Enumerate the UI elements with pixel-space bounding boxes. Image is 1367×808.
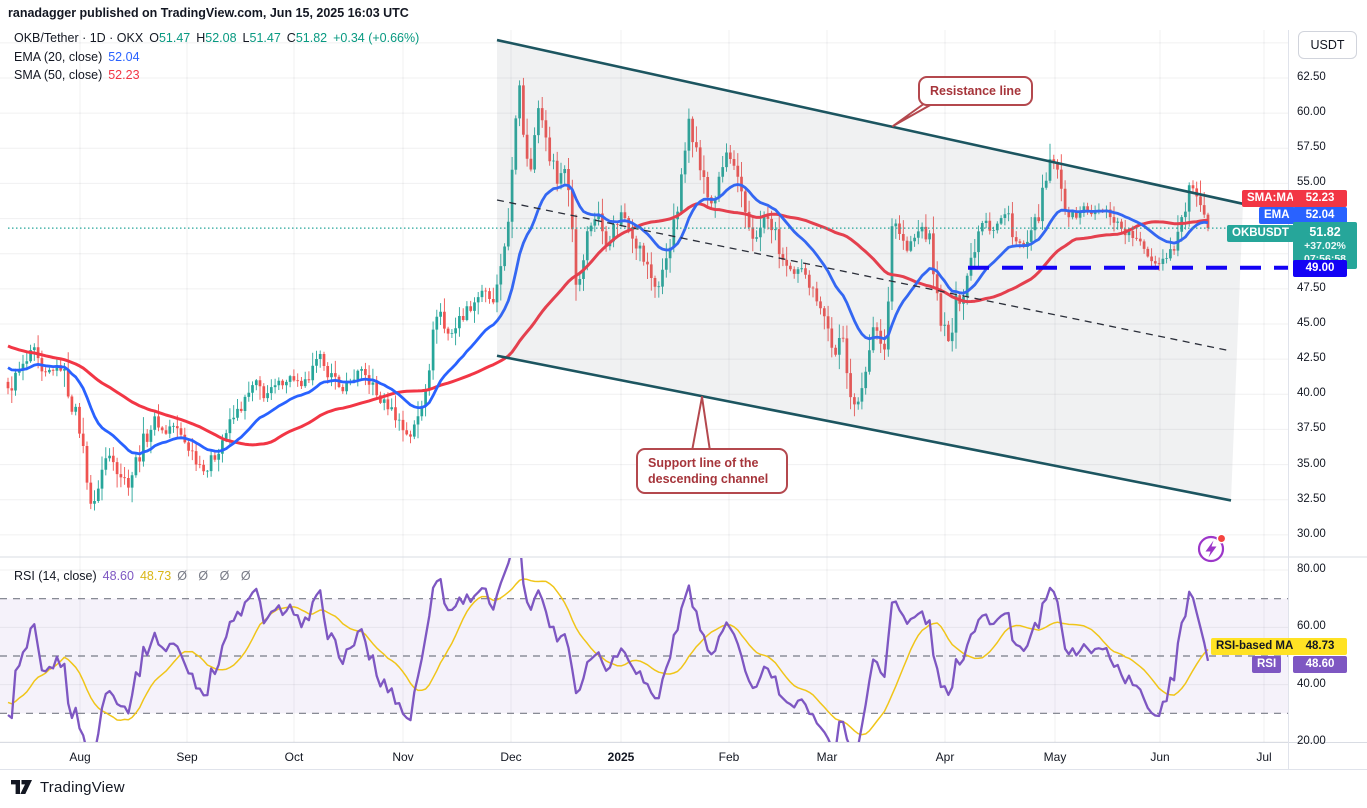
- time-tick-label: 2025: [607, 750, 635, 764]
- price-tick-label: 30.00: [1297, 527, 1326, 540]
- footer: TradingView: [10, 777, 125, 797]
- resistance-annotation-text: Resistance line: [930, 84, 1022, 98]
- symbol-title[interactable]: OKB/Tether · 1D · OKX: [14, 31, 144, 45]
- rsi-ma-series-tag: RSI-based MA: [1211, 638, 1299, 655]
- price-tick-label: 35.00: [1297, 457, 1326, 470]
- price-tick-label: 57.50: [1297, 141, 1326, 154]
- support-annotation[interactable]: Support line of the descending channel: [636, 448, 788, 494]
- last-price: 51.82: [1309, 225, 1341, 239]
- close-label: C: [286, 31, 296, 45]
- rsi-tick-label: 20.00: [1297, 735, 1326, 747]
- ema-label[interactable]: EMA (20, close): [14, 50, 103, 64]
- ema-price-tag: 52.04: [1293, 207, 1347, 224]
- time-tick-label: May: [1043, 750, 1067, 764]
- price-tick-label: 42.50: [1297, 352, 1326, 365]
- rsi-tick-label: 60.00: [1297, 620, 1326, 633]
- channel-fill: [497, 40, 1243, 501]
- publish-header: ranadagger published on TradingView.com,…: [8, 6, 409, 20]
- close-value: 51.82: [295, 31, 328, 45]
- rsi-value-tag: 48.60: [1293, 656, 1347, 673]
- ema-legend-row[interactable]: EMA (20, close) 52.04: [14, 50, 140, 64]
- support-line[interactable]: [496, 354, 1232, 502]
- channel-drawing[interactable]: [496, 38, 1244, 502]
- time-tick-label: Apr: [935, 750, 955, 764]
- sma-line: [7, 202, 1209, 447]
- pane-separators: [0, 30, 1367, 770]
- high-value: 52.08: [205, 31, 237, 45]
- sma-price-tag: 52.23: [1293, 190, 1347, 207]
- change-value: +0.34 (+0.66%): [333, 31, 420, 45]
- sma-legend-row[interactable]: SMA (50, close) 52.23: [14, 68, 140, 82]
- low-value: 51.47: [249, 31, 281, 45]
- time-tick-label: Feb: [718, 750, 740, 764]
- sma-series-tag: SMA:MA: [1242, 190, 1300, 207]
- grid-layer: [0, 30, 1288, 743]
- symbol-legend-row[interactable]: OKB/Tether · 1D · OKX O51.47 H52.08 L51.…: [14, 31, 419, 45]
- candles: [6, 77, 1210, 511]
- rsi-series-tag: RSI: [1252, 656, 1282, 673]
- time-tick-label: Dec: [500, 750, 522, 764]
- price-tick-label: 62.50: [1297, 71, 1326, 83]
- time-tick-label: Oct: [284, 750, 304, 764]
- price-tick-label: 60.00: [1297, 106, 1326, 119]
- rsi-value: 48.60: [102, 569, 134, 583]
- sma-label[interactable]: SMA (50, close): [14, 68, 103, 82]
- price-tick-label: 37.50: [1297, 422, 1326, 435]
- resistance-line[interactable]: [496, 38, 1244, 206]
- low-label: L: [242, 31, 250, 45]
- price-tick-label: 47.50: [1297, 281, 1326, 294]
- change-percent: +37.02%: [1304, 240, 1346, 252]
- ema-value: 52.04: [108, 50, 140, 64]
- rsi-label[interactable]: RSI (14, close): [14, 569, 97, 583]
- rsi-legend-row[interactable]: RSI (14, close) 48.60 48.73 Ø Ø Ø Ø: [14, 569, 255, 583]
- price-tick-label: 32.50: [1297, 492, 1326, 505]
- high-label: H: [196, 31, 206, 45]
- rsi-ma-value: 48.73: [139, 569, 172, 583]
- open-value: 51.47: [158, 31, 191, 45]
- rsi-tick-label: 80.00: [1297, 563, 1326, 575]
- rsi-tick-label: 40.00: [1297, 677, 1326, 690]
- rsi-hidden-values: Ø Ø Ø Ø: [177, 569, 255, 583]
- price-tick-label: 45.00: [1297, 316, 1326, 329]
- time-tick-label: Jul: [1256, 750, 1272, 764]
- price-tick-label: 40.00: [1297, 387, 1326, 400]
- time-tick-label: Mar: [816, 750, 838, 764]
- rsi-line: [7, 558, 1210, 742]
- ema-series-tag: EMA: [1259, 207, 1295, 224]
- resistance-annotation[interactable]: Resistance line: [918, 76, 1034, 106]
- ema-line: [7, 183, 1209, 456]
- tradingview-brand[interactable]: TradingView: [40, 778, 125, 796]
- symbol-series-tag: OKBUSDT: [1227, 225, 1294, 242]
- time-tick-label: Aug: [69, 750, 91, 764]
- time-tick-label: Jun: [1150, 750, 1170, 764]
- rsi-ma-value-tag: 48.73: [1293, 638, 1347, 655]
- price-scale-unit-button[interactable]: USDT: [1298, 31, 1357, 59]
- lightning-icon[interactable]: [1197, 533, 1227, 563]
- time-tick-label: Sep: [176, 750, 198, 764]
- tradingview-logo[interactable]: [10, 777, 33, 797]
- alert-price-tag[interactable]: 49.00: [1293, 260, 1347, 277]
- rsi-ma-line: [7, 578, 1209, 736]
- support-annotation-line1: Support line of the: [648, 456, 759, 470]
- rsi-band: [0, 598, 1288, 714]
- time-tick-label: Nov: [392, 750, 414, 764]
- open-label: O: [149, 31, 159, 45]
- sma-value: 52.23: [108, 68, 140, 82]
- support-annotation-line2: descending channel: [648, 472, 769, 486]
- price-tick-label: 55.00: [1297, 176, 1326, 189]
